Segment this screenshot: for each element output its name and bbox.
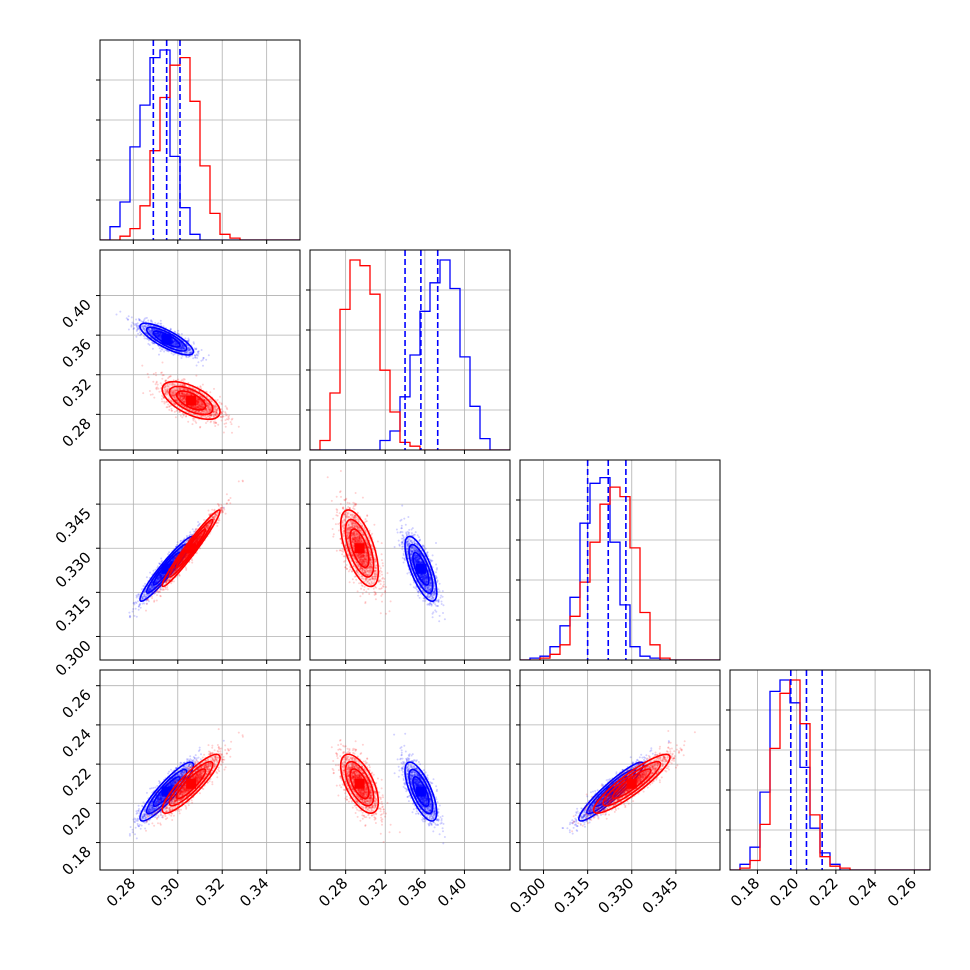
x-tick-label: 0.40 xyxy=(434,874,470,910)
panel-frame xyxy=(309,459,511,661)
y-tick-label: 0.22 xyxy=(58,764,94,800)
x-tick-label: 0.28 xyxy=(315,874,351,910)
y-tick-label: 0.345 xyxy=(52,504,95,547)
x-tick-label: 0.30 xyxy=(147,874,183,910)
contours-red xyxy=(161,380,221,421)
x-tick-label: 0.330 xyxy=(594,874,637,917)
y-tick-label: 0.315 xyxy=(52,592,95,635)
panel-frame xyxy=(99,459,301,661)
contours-red xyxy=(161,509,221,588)
histogram-red xyxy=(520,486,720,660)
x-tick-label: 0.24 xyxy=(845,874,881,910)
histogram-blue xyxy=(100,49,300,240)
x-tick-label: 0.345 xyxy=(639,874,682,917)
panel-frame xyxy=(519,669,721,871)
y-tick-label: 0.18 xyxy=(58,843,94,879)
x-tick-label: 0.28 xyxy=(103,874,139,910)
x-tick-label: 0.300 xyxy=(506,874,549,917)
panel-1-1 xyxy=(306,249,511,454)
contours-blue xyxy=(404,535,438,602)
panel-3-3 xyxy=(726,669,931,874)
y-tick-label: 0.40 xyxy=(58,296,94,332)
histogram-red xyxy=(100,56,300,240)
panel-frame xyxy=(99,669,301,871)
panel-frame xyxy=(519,459,721,661)
panel-3-0 xyxy=(96,669,301,874)
y-tick-label: 0.330 xyxy=(52,548,95,591)
contours-blue xyxy=(139,761,195,822)
y-tick-label: 0.28 xyxy=(58,414,94,450)
x-tick-label: 0.20 xyxy=(766,874,802,910)
panel-3-2 xyxy=(516,669,721,874)
y-tick-label: 0.36 xyxy=(58,335,94,371)
y-tick-label: 0.26 xyxy=(58,686,94,722)
panel-3-1 xyxy=(306,669,511,874)
y-tick-label: 0.24 xyxy=(58,725,94,761)
panel-frame xyxy=(309,249,511,451)
panel-2-0 xyxy=(96,459,301,664)
x-tick-label: 0.32 xyxy=(192,874,228,910)
histogram-blue xyxy=(520,476,720,660)
panel-0-0 xyxy=(96,39,301,244)
histogram-red xyxy=(310,259,510,450)
contours-red xyxy=(161,753,221,814)
panel-frame xyxy=(99,39,301,241)
panel-2-2 xyxy=(516,459,721,664)
panel-1-0 xyxy=(96,249,301,454)
panel-frame xyxy=(99,249,301,451)
x-tick-label: 0.26 xyxy=(884,874,920,910)
x-tick-label: 0.32 xyxy=(355,874,391,910)
histogram-red xyxy=(730,679,930,870)
y-tick-label: 0.32 xyxy=(58,375,94,411)
y-tick-label: 0.20 xyxy=(58,803,94,839)
panel-frame xyxy=(309,669,511,871)
contours-blue xyxy=(404,761,438,822)
x-tick-label: 0.315 xyxy=(550,874,593,917)
x-tick-label: 0.18 xyxy=(727,874,763,910)
panel-2-1 xyxy=(306,459,511,664)
contours-red xyxy=(339,753,380,814)
y-tick-label: 0.300 xyxy=(52,637,95,680)
x-tick-label: 0.22 xyxy=(805,874,841,910)
contours-red xyxy=(339,509,380,588)
x-tick-label: 0.36 xyxy=(394,874,430,910)
x-tick-label: 0.34 xyxy=(236,874,272,910)
panel-frame xyxy=(729,669,931,871)
contours-red xyxy=(592,753,671,814)
histogram-blue xyxy=(310,259,510,450)
contours-blue xyxy=(139,322,195,356)
